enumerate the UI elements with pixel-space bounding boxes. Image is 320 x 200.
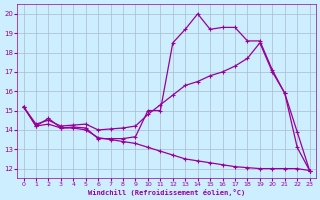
- X-axis label: Windchill (Refroidissement éolien,°C): Windchill (Refroidissement éolien,°C): [88, 189, 245, 196]
